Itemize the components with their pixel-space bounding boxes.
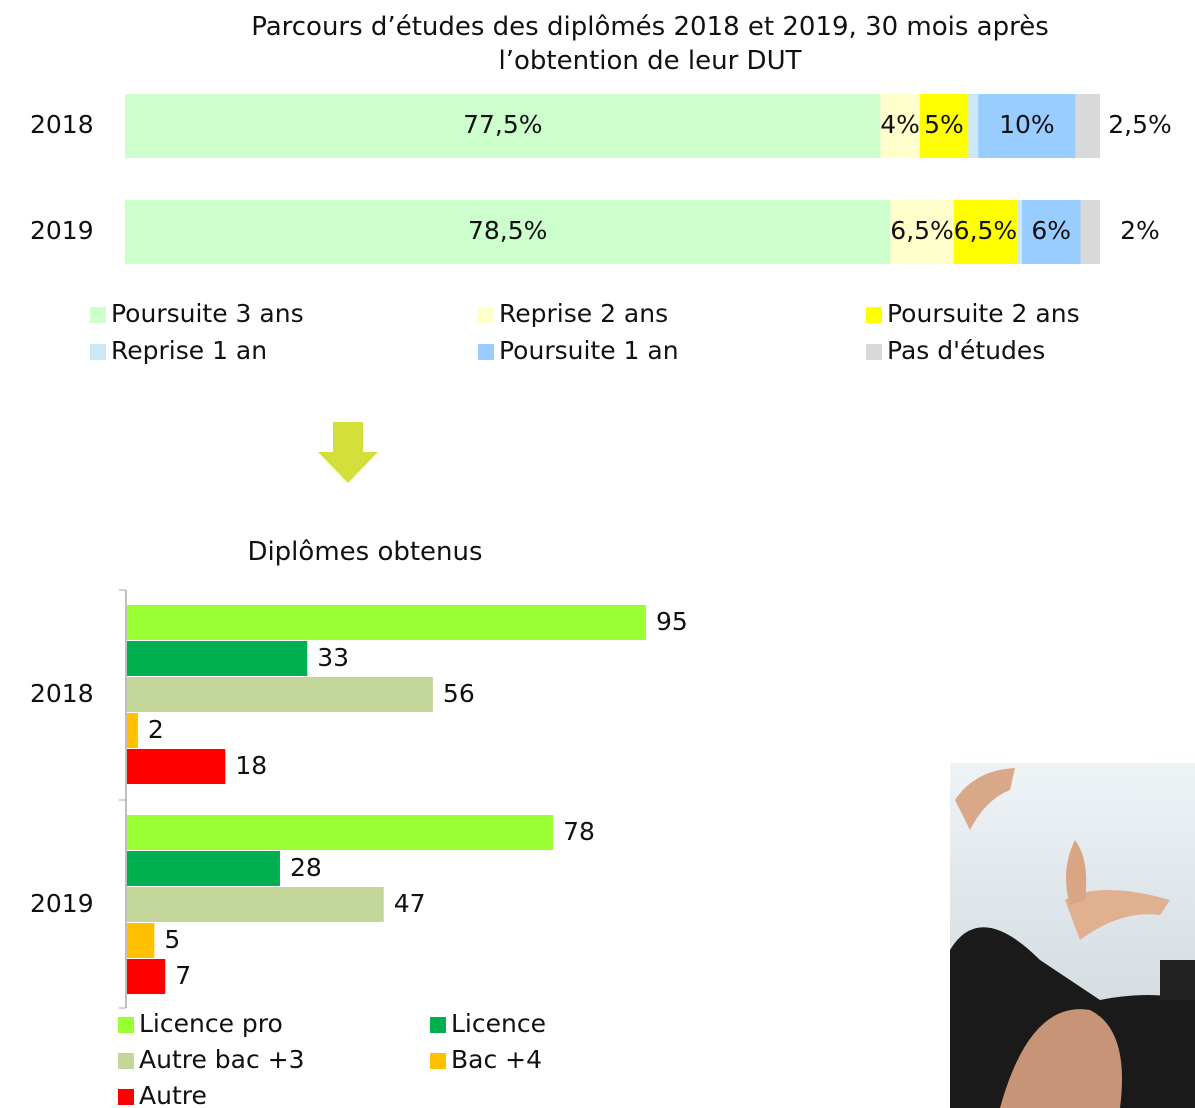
data-label: 2% xyxy=(1120,216,1160,245)
bar-segment xyxy=(880,94,920,158)
data-label: 47 xyxy=(394,889,426,918)
arrow xyxy=(318,422,378,483)
legend-swatch xyxy=(118,1053,134,1069)
legend-swatch xyxy=(90,344,106,360)
data-label: 2 xyxy=(148,715,164,744)
bar-segment xyxy=(890,200,954,264)
legend-swatch xyxy=(866,307,882,323)
legend-swatch xyxy=(430,1053,446,1069)
data-label: 6,5% xyxy=(954,216,1018,245)
legend-label: Reprise 2 ans xyxy=(499,299,668,328)
data-label: 28 xyxy=(290,853,322,882)
legend-label: Poursuite 1 an xyxy=(499,336,679,365)
legend-label: Reprise 1 an xyxy=(111,336,267,365)
bar-segment xyxy=(953,200,1018,264)
bar xyxy=(127,713,138,748)
bar-segment xyxy=(978,94,1076,158)
legend-swatch xyxy=(118,1017,134,1033)
y-tick-label: 2018 xyxy=(30,679,94,708)
legend-swatch xyxy=(478,307,494,323)
data-label: 95 xyxy=(656,607,688,636)
legend-label: Pas d'études xyxy=(887,336,1045,365)
bar xyxy=(127,815,554,850)
bar xyxy=(127,851,280,886)
y-tick-label: 2019 xyxy=(30,889,94,918)
legend-swatch xyxy=(478,344,494,360)
data-label: 5 xyxy=(164,925,180,954)
data-label: 78,5% xyxy=(468,216,547,245)
data-label: 5% xyxy=(924,110,964,139)
chart-title: Diplômes obtenus xyxy=(247,537,483,567)
data-label: 2,5% xyxy=(1108,110,1172,139)
data-label: 78 xyxy=(563,817,595,846)
legend-swatch xyxy=(430,1017,446,1033)
data-label: 6,5% xyxy=(890,216,954,245)
data-label: 7 xyxy=(175,961,191,990)
bar xyxy=(127,641,308,676)
legend-label: Licence pro xyxy=(139,1009,283,1038)
legend-swatch xyxy=(90,307,106,323)
legend-label: Poursuite 2 ans xyxy=(887,299,1080,328)
data-label: 77,5% xyxy=(463,110,542,139)
bar-segment xyxy=(125,200,891,264)
bar xyxy=(127,959,166,994)
bar-segment xyxy=(968,94,979,158)
data-label: 10% xyxy=(999,110,1055,139)
data-label: 56 xyxy=(443,679,475,708)
photo xyxy=(950,763,1195,1108)
bar-segment xyxy=(919,94,969,158)
data-label: 33 xyxy=(317,643,349,672)
legend-swatch xyxy=(866,344,882,360)
bar xyxy=(127,749,226,784)
bar xyxy=(127,887,384,922)
bar-segment xyxy=(1075,94,1100,158)
bar xyxy=(127,605,646,640)
chart-title: Parcours d’études des diplômés 2018 et 2… xyxy=(251,12,1049,76)
y-tick-label: 2018 xyxy=(30,110,94,139)
legend-swatch xyxy=(118,1089,134,1105)
bar xyxy=(127,677,433,712)
y-tick-label: 2019 xyxy=(30,216,94,245)
bar-segment xyxy=(125,94,881,158)
legend-label: Autre xyxy=(139,1081,207,1108)
legend-label: Bac +4 xyxy=(451,1045,542,1074)
data-label: 18 xyxy=(235,751,267,780)
bar xyxy=(127,923,155,958)
bar-segment xyxy=(1022,200,1081,264)
legend-label: Poursuite 3 ans xyxy=(111,299,304,328)
bar-segment xyxy=(1017,200,1022,264)
bar-segment xyxy=(1080,200,1100,264)
data-label: 4% xyxy=(880,110,920,139)
legend-label: Autre bac +3 xyxy=(139,1045,305,1074)
data-label: 6% xyxy=(1031,216,1071,245)
legend-label: Licence xyxy=(451,1009,546,1038)
